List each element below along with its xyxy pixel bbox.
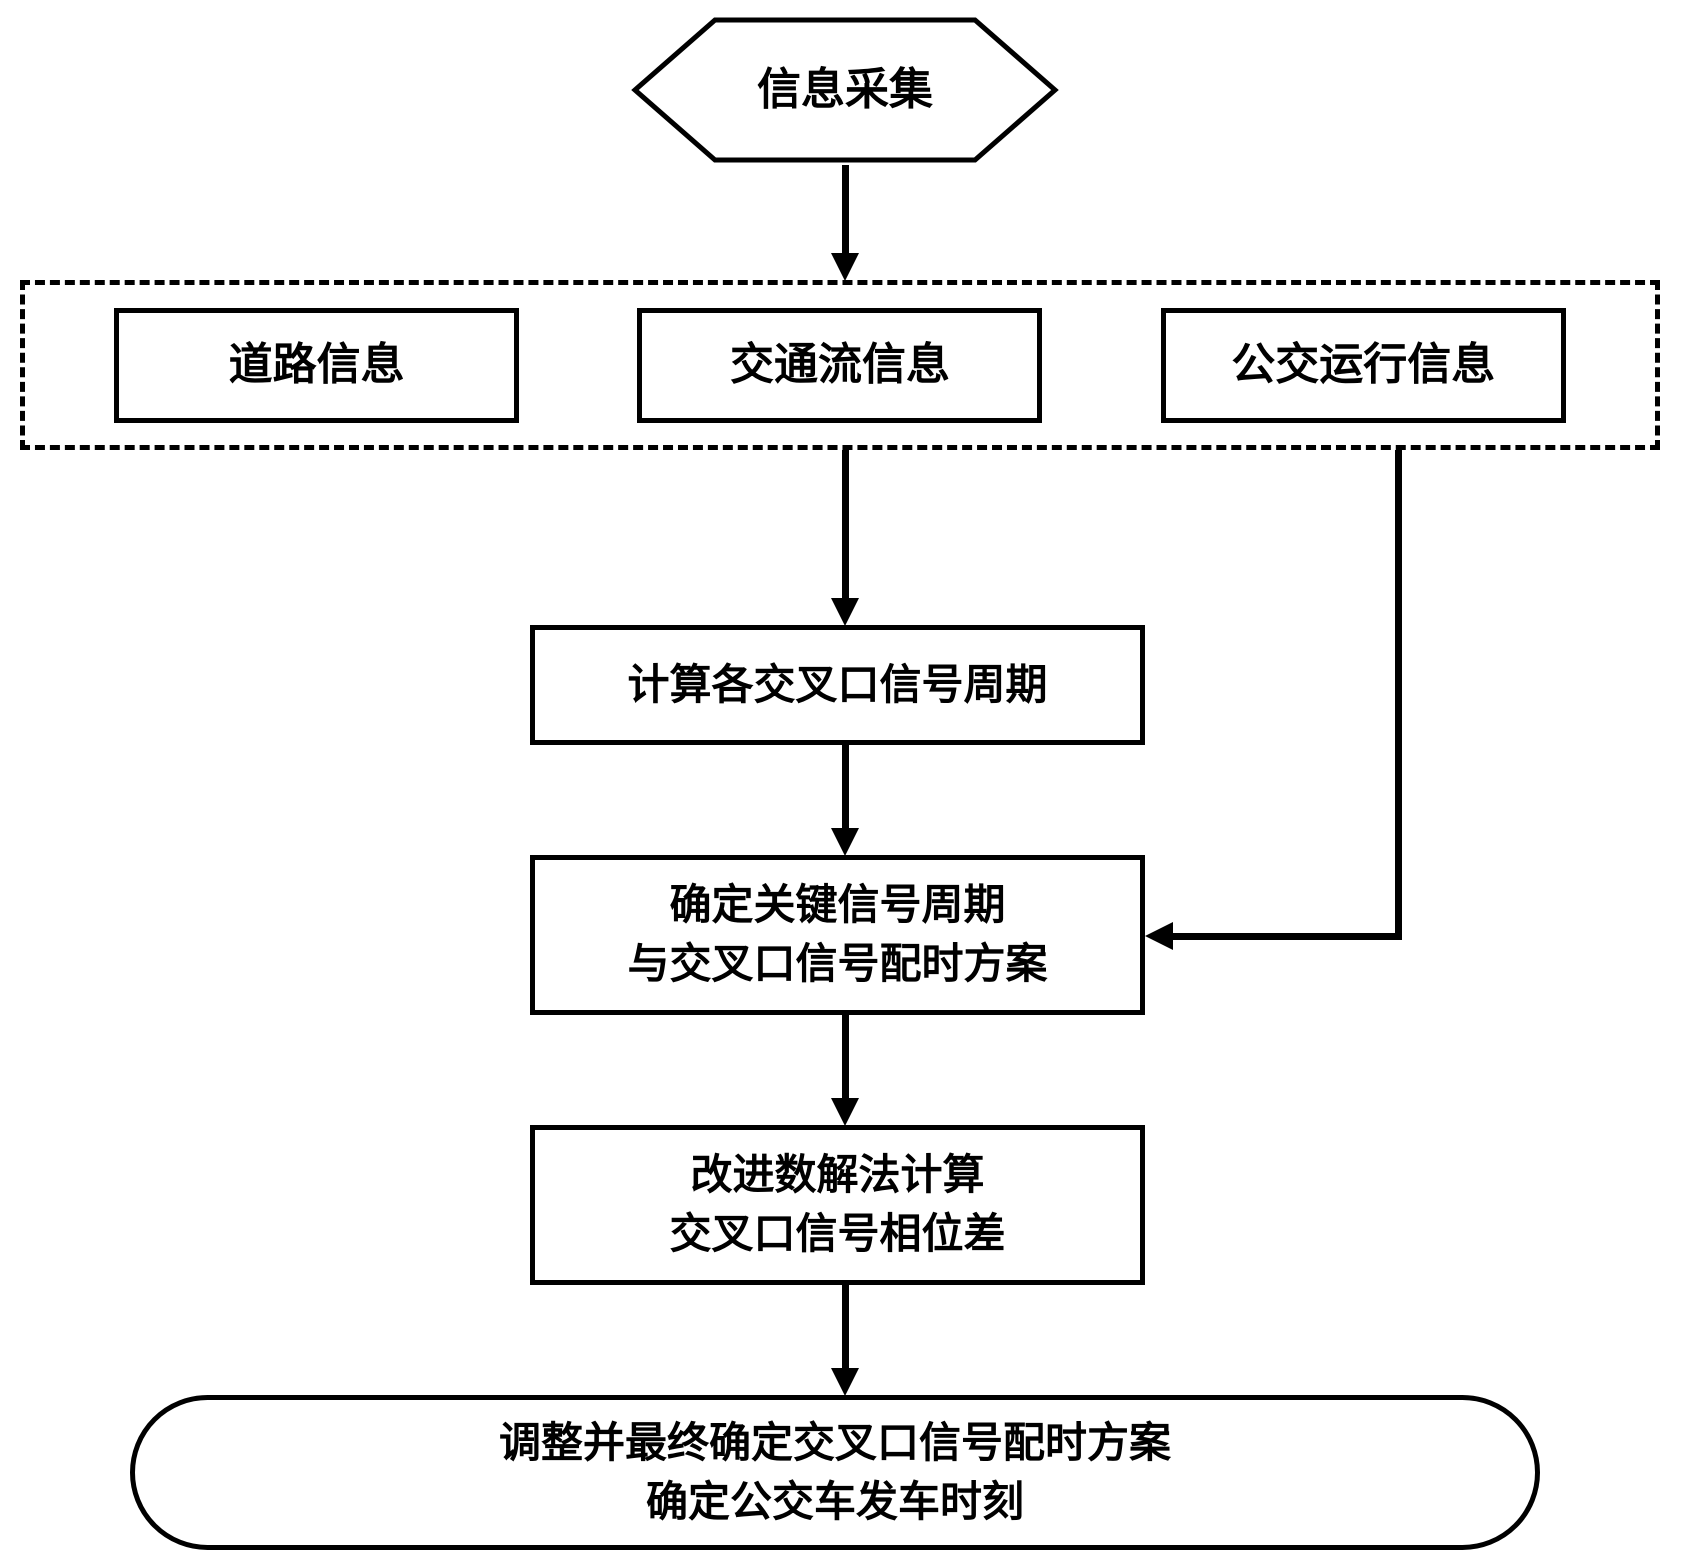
info-group-container: 道路信息 交通流信息 公交运行信息	[20, 280, 1660, 450]
end-terminator: 调整并最终确定交叉口信号配时方案 确定公交车发车时刻	[130, 1395, 1540, 1550]
end-label: 调整并最终确定交叉口信号配时方案 确定公交车发车时刻	[499, 1414, 1171, 1532]
arrow-step1-to-step2	[842, 745, 849, 830]
end-line2: 确定公交车发车时刻	[646, 1478, 1024, 1525]
step2-line2: 与交叉口信号配时方案	[627, 940, 1047, 987]
road-info-box: 道路信息	[114, 308, 519, 423]
elbow-vertical	[1395, 450, 1402, 940]
arrow-head-4	[831, 1098, 859, 1126]
arrow-head-1	[831, 253, 859, 281]
step2-label: 确定关键信号周期 与交叉口信号配时方案	[627, 876, 1047, 994]
traffic-flow-info-box: 交通流信息	[637, 308, 1042, 423]
step3-box: 改进数解法计算 交叉口信号相位差	[530, 1125, 1145, 1285]
arrow-group-to-step1	[842, 450, 849, 600]
arrow-head-3	[831, 828, 859, 856]
start-node: 信息采集	[630, 15, 1060, 165]
step3-label: 改进数解法计算 交叉口信号相位差	[669, 1146, 1005, 1264]
arrow-step3-to-end	[842, 1285, 849, 1370]
flowchart-container: 信息采集 道路信息 交通流信息 公交运行信息 计算各交叉口信号周期 确定关键信号…	[0, 0, 1689, 1567]
step3-line1: 改进数解法计算	[690, 1151, 984, 1198]
arrow-head-2	[831, 598, 859, 626]
traffic-flow-info-label: 交通流信息	[730, 334, 950, 396]
arrow-start-to-group	[842, 165, 849, 255]
step1-label: 计算各交叉口信号周期	[627, 656, 1047, 715]
step2-box: 确定关键信号周期 与交叉口信号配时方案	[530, 855, 1145, 1015]
step3-line2: 交叉口信号相位差	[669, 1210, 1005, 1257]
arrow-head-elbow	[1145, 922, 1173, 950]
arrow-head-5	[831, 1368, 859, 1396]
elbow-horizontal	[1172, 933, 1402, 940]
step1-box: 计算各交叉口信号周期	[530, 625, 1145, 745]
road-info-label: 道路信息	[229, 334, 405, 396]
bus-operation-info-label: 公交运行信息	[1231, 334, 1495, 396]
arrow-step2-to-step3	[842, 1015, 849, 1100]
bus-operation-info-box: 公交运行信息	[1161, 308, 1566, 423]
step2-line1: 确定关键信号周期	[669, 881, 1005, 928]
end-line1: 调整并最终确定交叉口信号配时方案	[499, 1419, 1171, 1466]
start-label: 信息采集	[757, 59, 933, 121]
